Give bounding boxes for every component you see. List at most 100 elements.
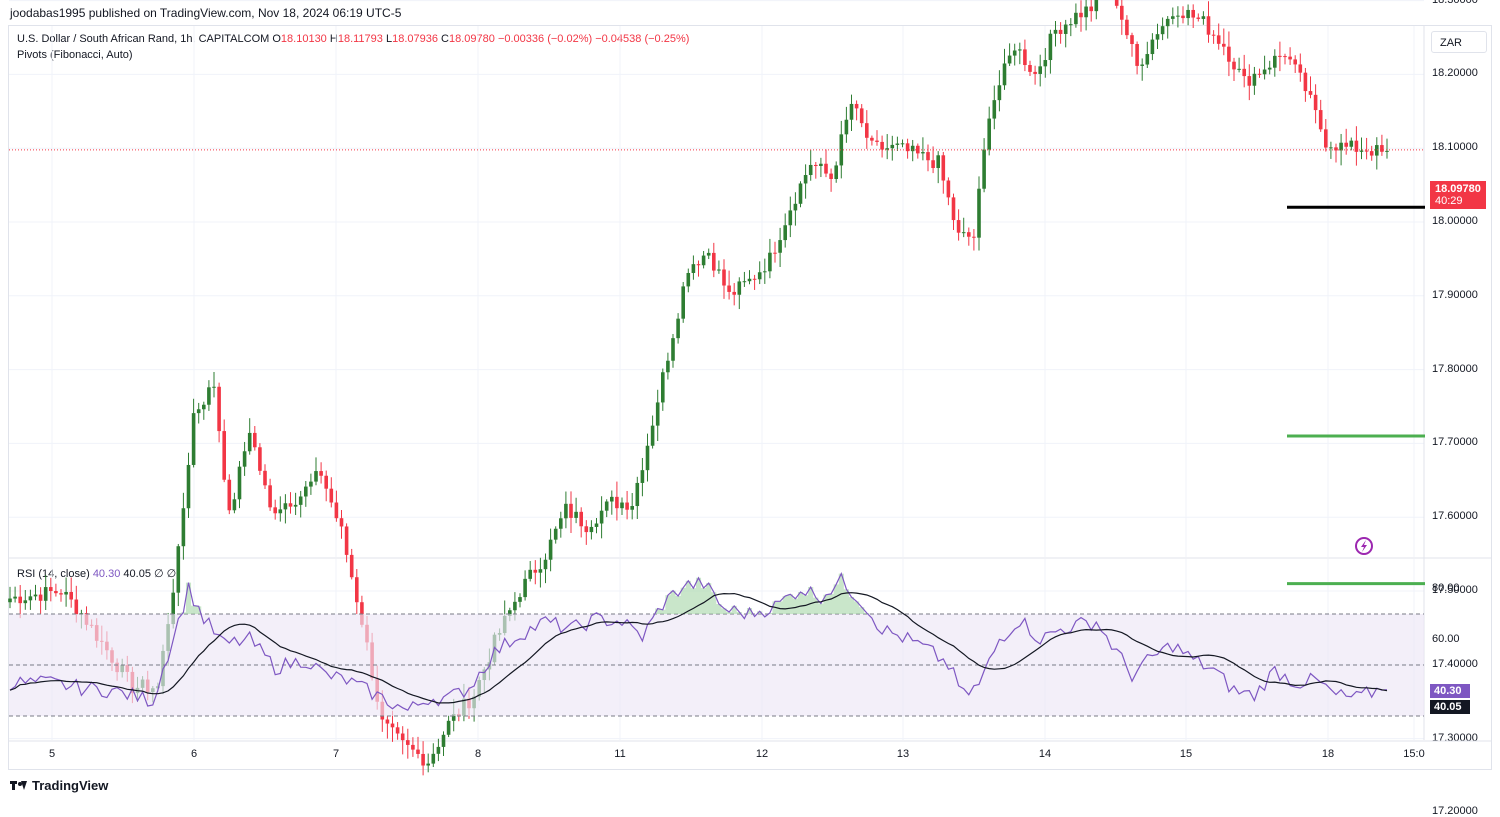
candle-up — [559, 518, 563, 529]
candle-down — [967, 232, 971, 237]
candle-down — [732, 291, 736, 295]
candle-up — [844, 119, 849, 135]
tradingview-brand[interactable]: TradingView — [10, 778, 108, 793]
candle-down — [349, 554, 354, 578]
candle-down — [1298, 64, 1303, 73]
candle-down — [1303, 72, 1308, 92]
bar-countdown: 40:29 — [1435, 195, 1463, 207]
candle-down — [854, 103, 859, 109]
candle-up — [1140, 64, 1144, 66]
candle-down — [1354, 140, 1359, 152]
candle-down — [1380, 145, 1384, 152]
candle-up — [1201, 16, 1206, 19]
currency-button[interactable]: ZAR — [1431, 31, 1487, 53]
candle-up — [594, 523, 599, 527]
time-tick-label: 18 — [1321, 748, 1335, 760]
candle-down — [421, 753, 425, 766]
candle-down — [870, 137, 874, 141]
candle-up — [737, 281, 742, 295]
candle-down — [727, 285, 731, 292]
candle-up — [309, 481, 313, 487]
candle-up — [1155, 34, 1160, 40]
candle-up — [43, 587, 48, 601]
candle-up — [1145, 54, 1150, 65]
candle-up — [232, 499, 237, 511]
alert-lightning-icon — [1355, 537, 1373, 555]
candle-down — [334, 502, 339, 519]
candle-up — [176, 546, 181, 593]
candle-up — [793, 203, 798, 211]
candle-down — [416, 749, 420, 754]
candle-up — [33, 594, 38, 597]
candle-up — [706, 252, 711, 256]
candle-up — [237, 466, 242, 500]
candle-down — [1242, 68, 1246, 77]
candle-down — [880, 141, 884, 150]
candle-up — [977, 188, 981, 238]
candle-up — [283, 503, 288, 510]
candle-up — [808, 164, 813, 176]
published-line: joodabas1995 published on TradingView.co… — [10, 6, 402, 20]
candle-down — [1364, 150, 1369, 152]
rsi-tick-label: 80.00 — [1432, 581, 1460, 594]
candle-down — [263, 470, 267, 486]
candle-up — [1084, 6, 1088, 18]
candle-up — [747, 278, 752, 282]
candle-down — [1318, 110, 1323, 130]
time-tick-label: 13 — [896, 748, 910, 760]
candle-down — [344, 526, 349, 555]
rsi-legend[interactable]: RSI (14, close) 40.30 40.05 ∅ ∅ — [17, 567, 176, 580]
candle-up — [982, 149, 986, 189]
candle-down — [1278, 55, 1282, 57]
candle-down — [18, 596, 22, 604]
candle-up — [604, 501, 609, 511]
candle-up — [610, 496, 614, 502]
candle-down — [355, 577, 359, 603]
candle-down — [319, 471, 323, 476]
candle-down — [1308, 91, 1313, 95]
candle-down — [38, 594, 43, 601]
candle-down — [1196, 17, 1201, 19]
rsi-tick-label: 60.00 — [1432, 632, 1460, 645]
candle-down — [1222, 43, 1226, 47]
time-tick-label: 15:0 — [1403, 748, 1425, 760]
candle-up — [1186, 9, 1190, 19]
candle-up — [1150, 39, 1155, 55]
candle-down — [773, 252, 777, 254]
candle-up — [645, 445, 650, 471]
candle-up — [1171, 16, 1175, 19]
price-tick-label: 17.20000 — [1432, 805, 1478, 817]
candle-down — [951, 197, 956, 221]
candle-up — [742, 281, 747, 283]
candle-down — [712, 252, 716, 271]
candle-up — [803, 175, 808, 184]
candle-up — [1094, 0, 1099, 12]
candle-up — [181, 508, 186, 547]
candle-up — [839, 134, 844, 166]
price-tick-label: 18.20000 — [1432, 67, 1478, 80]
time-tick-label: 6 — [190, 748, 198, 760]
change-value: −0.00336 (−0.02%) — [497, 33, 593, 45]
rsi-ma-line — [9, 592, 1388, 704]
candle-down — [406, 740, 410, 745]
rsi-ma-value: 40.05 — [123, 568, 151, 580]
candle-up — [191, 413, 196, 465]
candle-down — [696, 264, 701, 266]
candle-down — [1216, 35, 1221, 44]
candle-up — [1038, 66, 1042, 74]
candle-up — [543, 559, 548, 570]
candle-down — [258, 447, 262, 471]
candle-down — [411, 744, 415, 750]
candle-up — [523, 578, 527, 598]
candle-up — [426, 763, 430, 766]
candle-up — [650, 425, 655, 446]
price-tick-label: 17.40000 — [1432, 657, 1478, 670]
candle-up — [635, 482, 640, 507]
symbol-title[interactable]: U.S. Dollar / South African Rand, 1h, CA… — [17, 33, 270, 45]
candle-up — [1237, 68, 1241, 70]
pivots-legend[interactable]: Pivots (Fibonacci, Auto) — [17, 49, 133, 61]
candle-up — [202, 404, 206, 410]
time-tick-label: 8 — [474, 748, 482, 760]
candle-up — [23, 600, 28, 604]
